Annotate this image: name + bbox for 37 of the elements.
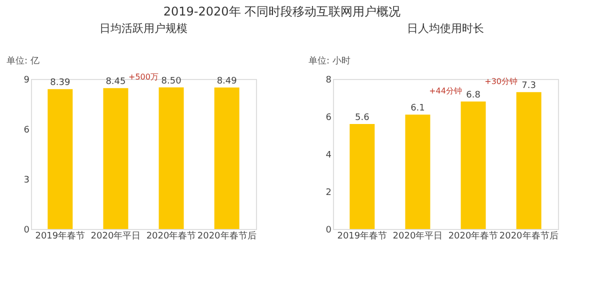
x-tick-label: 2020年春节 [146,230,196,242]
data-label: 6.8 [466,90,481,100]
annotation: +30分钟 [484,77,518,86]
x-tick-label: 2019年春节 [337,230,388,242]
bar [405,114,430,229]
y-tick-label: 2 [326,188,332,198]
y-tick-label: 8 [326,76,332,86]
chart-title: 日人均使用时长 [407,22,484,35]
y-axis-title: 单位: 亿 [6,56,40,66]
data-label: 7.3 [522,81,536,92]
data-label: 5.6 [355,113,370,123]
x-tick-label: 2020年春节后 [197,230,256,242]
y-tick-label: 0 [326,226,332,236]
data-label: 8.39 [50,78,70,88]
y-tick-label: 6 [326,113,332,123]
bar [516,92,542,229]
data-label: 8.50 [161,76,182,86]
chart-title: 日均活跃用户规模 [100,22,188,35]
x-tick-label: 2020年春节 [448,230,498,242]
annotation: +500万 [128,72,158,82]
bar [460,102,486,229]
y-tick-label: 6 [24,126,30,136]
data-label: 8.45 [106,77,126,88]
x-tick-label: 2020年平日 [392,230,443,242]
data-label: 8.49 [216,76,238,86]
y-tick-label: 3 [24,176,30,186]
y-tick-label: 4 [326,150,332,160]
y-tick-label: 9 [24,76,30,86]
bar [350,124,375,229]
x-tick-label: 2019年春节 [35,230,86,242]
text: 2019-2020年 不同时段移动互联网用户概况 [163,4,401,18]
annotation: +44分钟 [429,86,462,96]
x-tick-label: 2020年春节后 [499,230,558,242]
y-tick-label: 0 [24,226,30,236]
data-label: 6.1 [410,104,425,114]
y-axis-title: 单位: 小时 [308,56,350,66]
x-tick-label: 2020年平日 [90,230,141,242]
